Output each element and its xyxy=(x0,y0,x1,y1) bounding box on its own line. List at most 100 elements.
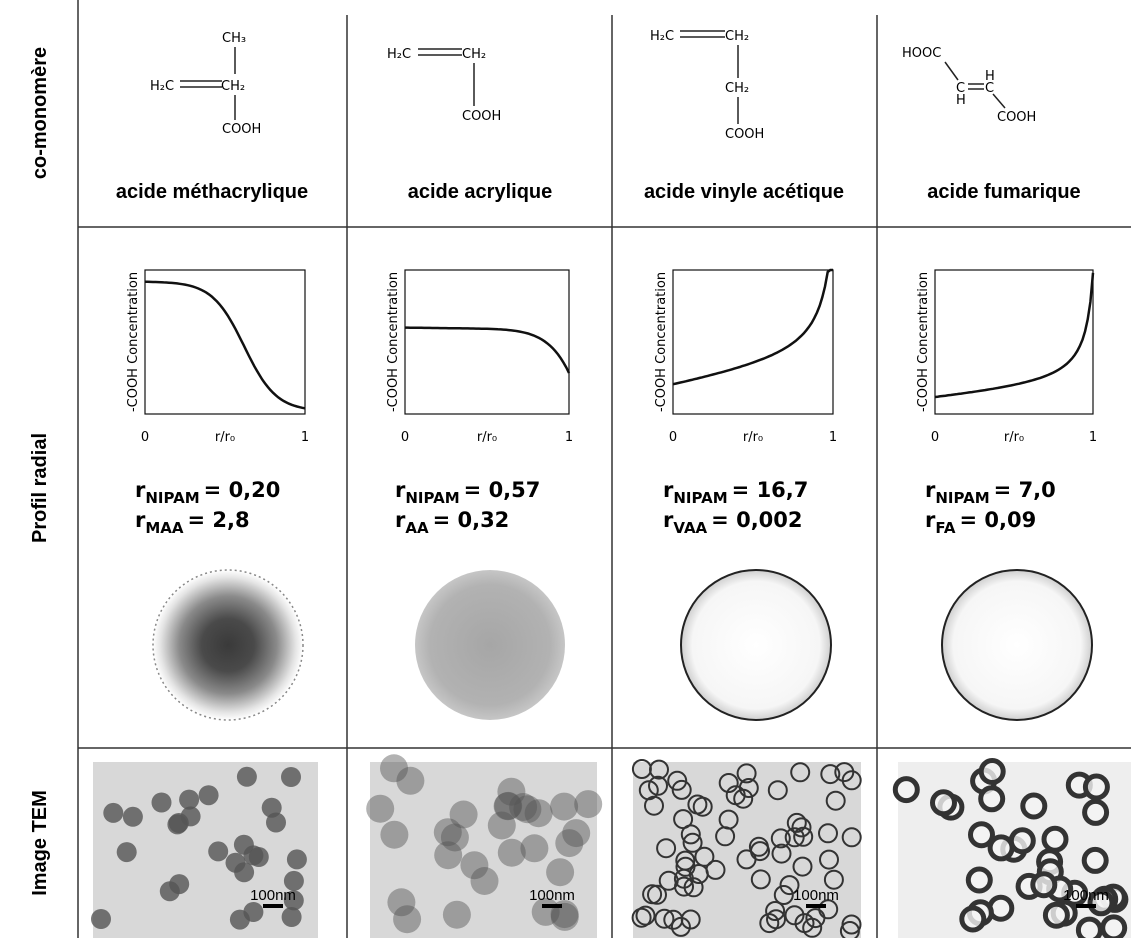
tem-particle xyxy=(513,795,542,824)
tem-particle xyxy=(805,908,826,929)
tem-particle xyxy=(892,776,920,804)
tem-particle xyxy=(978,785,1006,813)
tem-particle xyxy=(380,754,408,783)
tick-label: 1 xyxy=(1089,430,1097,445)
ratio-symbol: r xyxy=(135,478,146,502)
tem-particle xyxy=(818,823,838,844)
tem-particle xyxy=(433,818,462,847)
tem-particle xyxy=(281,907,302,927)
plot-frame xyxy=(144,269,306,415)
tem-particle xyxy=(1087,889,1115,917)
profile-curve xyxy=(145,280,306,410)
atom: COOH xyxy=(462,109,501,124)
tem-particle xyxy=(562,819,591,848)
tem-particle xyxy=(738,778,759,798)
tem-particle xyxy=(1082,773,1110,801)
tem-particle xyxy=(771,843,792,864)
tem-particle xyxy=(786,812,807,833)
tem-particle xyxy=(233,834,254,855)
tem-particle xyxy=(1042,901,1070,929)
tem-particle xyxy=(555,829,584,858)
tem-particle xyxy=(442,900,471,929)
tem-particle xyxy=(122,806,143,827)
scale-label: 100nm xyxy=(793,887,839,904)
axis-label: -COOH Concentration xyxy=(654,272,669,412)
tem-particle xyxy=(965,866,993,894)
ratio-value: = 0,20 xyxy=(204,478,281,502)
particle-profile xyxy=(680,569,832,721)
tem-particle xyxy=(509,793,538,821)
tem-image: 100nm xyxy=(91,762,318,938)
tem-particle xyxy=(682,832,703,853)
tem-particle xyxy=(648,775,668,796)
tem-particle xyxy=(631,759,652,779)
atom: H₂C xyxy=(650,29,674,44)
tem-particle xyxy=(470,867,499,895)
tem-particle xyxy=(460,851,489,880)
ratio-value: = 16,7 xyxy=(732,478,809,502)
tem-particle xyxy=(784,905,805,926)
tem-particle xyxy=(546,858,575,887)
tem-particle xyxy=(631,907,652,928)
tem-particle xyxy=(654,908,675,929)
atom: COOH xyxy=(725,127,764,142)
tem-particle xyxy=(748,836,769,857)
tem-particle xyxy=(198,785,219,806)
axis-label: -COOH Concentration xyxy=(386,272,401,412)
tem-particle xyxy=(773,885,794,905)
atom: HOOC xyxy=(902,46,941,61)
ratio-value: = 2,8 xyxy=(188,508,250,532)
tem-particle xyxy=(266,812,286,833)
axis-label: -COOH Concentration xyxy=(126,272,141,412)
tem-particle xyxy=(841,770,862,791)
tem-particle xyxy=(823,869,844,890)
profile-curve xyxy=(405,326,571,374)
tem-particle xyxy=(283,870,304,891)
tem-particle xyxy=(792,856,813,877)
axis-label: r/r₀ xyxy=(743,430,763,445)
tem-particle xyxy=(524,799,553,828)
tem-particle xyxy=(819,849,839,870)
row-label: co-monomère xyxy=(29,47,51,179)
plot-frame xyxy=(404,269,570,415)
atom: COOH xyxy=(997,110,1036,125)
compound-name: acide vinyle acétique xyxy=(644,181,844,203)
tick-label: 1 xyxy=(565,430,573,445)
tem-particle xyxy=(767,780,788,801)
tem-particle xyxy=(673,868,694,889)
tem-particle xyxy=(841,827,862,848)
profile-curve xyxy=(934,272,1095,399)
scale-label: 100nm xyxy=(1063,887,1109,904)
reactivity-ratio: rNIPAM = 7,0 xyxy=(925,478,1056,507)
tick-label: 0 xyxy=(141,430,149,445)
ratio-subscript: FA xyxy=(935,519,956,537)
tem-particle xyxy=(550,902,579,931)
tem-particle xyxy=(248,847,269,867)
tem-particle xyxy=(839,921,860,938)
tem-particle xyxy=(750,869,771,890)
tem-particle xyxy=(225,852,246,873)
tem-image: 100nm xyxy=(631,759,862,938)
tem-particle xyxy=(1082,798,1110,826)
tem-particle xyxy=(968,821,995,849)
tick-label: 1 xyxy=(829,430,837,445)
tick-label: 0 xyxy=(931,430,939,445)
tem-particle xyxy=(688,864,709,884)
tem-particle xyxy=(286,849,307,870)
scale-bar xyxy=(542,904,562,908)
tem-particle xyxy=(236,766,257,787)
tem-particle xyxy=(497,777,526,806)
tem-image: 100nm xyxy=(892,758,1131,938)
tem-particle xyxy=(380,820,409,849)
compound-name: acide méthacrylique xyxy=(116,181,308,203)
tem-particle xyxy=(1008,827,1036,855)
atom: C xyxy=(956,81,965,96)
tem-particle xyxy=(718,809,739,830)
reactivity-ratio: rAA = 0,32 xyxy=(395,508,509,537)
ratio-value: = 7,0 xyxy=(994,478,1056,502)
tem-particle xyxy=(680,909,701,930)
structure: HOOC C H C H COOH xyxy=(902,46,1036,125)
ratio-value: = 0,32 xyxy=(433,508,510,532)
tem-particle xyxy=(656,838,677,859)
ratio-value: = 0,002 xyxy=(711,508,802,532)
